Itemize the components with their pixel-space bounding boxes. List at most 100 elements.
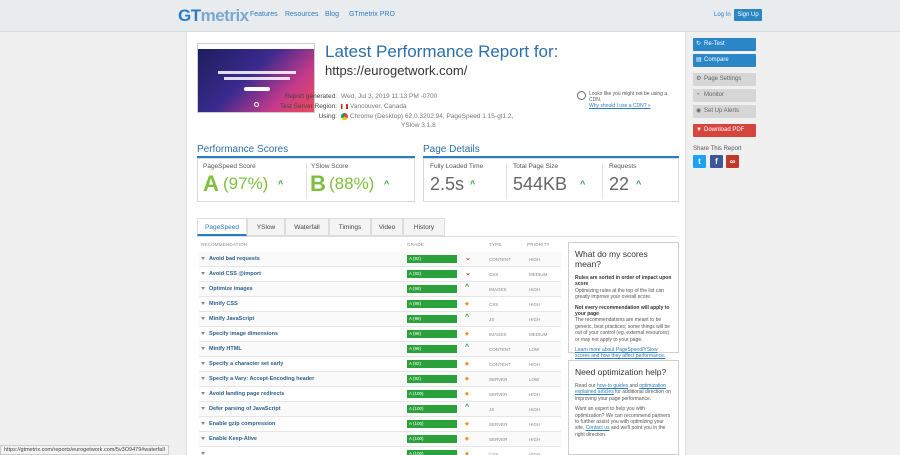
grade-bar: A (100) <box>407 450 457 455</box>
recommendation-name[interactable]: Defer parsing of JavaScript <box>209 406 281 412</box>
share-report-label: Share This Report <box>693 146 742 152</box>
using-value-2: YSlow 3.1.8 <box>401 122 436 129</box>
table-row[interactable]: Specify a character set early A (92) ◆ CONT… <box>199 357 561 372</box>
trend-same-icon: ◆ <box>465 436 469 442</box>
fully-loaded-value: 2.5s <box>430 174 465 194</box>
table-row[interactable]: Minify JavaScript A (98) ^ JS HIGH <box>199 312 561 327</box>
yslow-percent: (88%) <box>329 174 375 193</box>
recommendation-priority: HIGH <box>529 317 541 322</box>
how-to-guides-link[interactable]: how-to guides <box>596 383 629 389</box>
recommendation-priority: HIGH <box>529 422 541 427</box>
recommendation-type: SERVER <box>489 437 508 442</box>
set-up-alerts-button[interactable]: ◉ Set Up Alerts <box>693 105 756 118</box>
contact-us-link[interactable]: Contact us <box>585 425 610 432</box>
table-row[interactable]: Enable gzip compression A (100) ◆ SERVER HIG… <box>199 417 561 432</box>
yslow-grade: B <box>310 171 326 196</box>
table-row[interactable]: Avoid CSS @import A (92) ⌄ CSS MEDIUM <box>199 267 561 282</box>
grade-bar: A (98) <box>407 315 457 323</box>
caret-down-icon <box>201 362 205 365</box>
recommendation-name[interactable]: Enable gzip compression <box>209 421 276 427</box>
table-row[interactable]: Minify CSS A (98) ◆ CSS HIGH <box>199 297 561 312</box>
recommendation-name[interactable]: Minify HTML <box>209 346 242 352</box>
grade-bar: A (92) <box>407 270 457 278</box>
recommendation-name[interactable]: Enable Keep-Alive <box>209 436 257 442</box>
download-pdf-button[interactable]: ▼ Download PDF <box>693 124 756 137</box>
signup-button[interactable]: Sign Up <box>734 9 762 21</box>
grade-bar: A (92) <box>407 255 457 263</box>
learn-more-link[interactable]: Learn more about PageSpeed/YSlow scores … <box>575 347 666 360</box>
grade-bar: A (100) <box>407 435 457 443</box>
size-up-arrow-icon: ^ <box>580 179 586 189</box>
alerts-label: Set Up Alerts <box>704 108 740 114</box>
caret-down-icon <box>201 407 205 410</box>
recommendation-type: SERVER <box>489 392 508 397</box>
optimization-help-title: Need optimization help? <box>575 367 667 377</box>
page-settings-button[interactable]: ⚙ Page Settings <box>693 73 756 86</box>
recommendation-name[interactable]: Avoid CSS @import <box>209 271 261 277</box>
recommendation-name[interactable]: Avoid bad requests <box>209 256 260 262</box>
recommendation-name[interactable]: Optimize images <box>209 286 253 292</box>
recommendation-name[interactable]: Minify JavaScript <box>209 316 255 322</box>
tab-yslow[interactable]: YSlow <box>247 218 285 236</box>
caret-down-icon <box>201 317 205 320</box>
nav-features[interactable]: Features <box>250 11 278 18</box>
tab-waterfall[interactable]: Waterfall <box>285 218 329 236</box>
caret-down-icon <box>201 287 205 290</box>
tab-history[interactable]: History <box>403 218 445 236</box>
table-row[interactable]: Specify image dimensions A (98) ◆ IMAGES MED… <box>199 327 561 342</box>
grade-bar: A (92) <box>407 375 457 383</box>
compare-button[interactable]: ▤ Compare <box>693 54 756 67</box>
recommendation-type: CONTENT <box>489 362 511 367</box>
table-row[interactable]: A (100) ◆ CSS HIGH <box>199 447 561 455</box>
login-link[interactable]: Log In <box>714 12 731 18</box>
table-row[interactable]: Avoid bad requests A (92) ⌄ CONTENT HIGH <box>199 252 561 267</box>
recommendation-type: JS <box>489 317 495 322</box>
table-row[interactable]: Enable Keep-Alive A (100) ◆ SERVER HIGH <box>199 432 561 447</box>
table-row[interactable]: Defer parsing of JavaScript A (100) ^ JS HIG… <box>199 402 561 417</box>
report-url[interactable]: https://eurogetwork.com/ <box>325 63 468 78</box>
recommendation-type: IMAGES <box>489 287 507 292</box>
optimization-explained-link[interactable]: optimization explained articles <box>575 383 666 396</box>
tab-timings[interactable]: Timings <box>329 218 371 236</box>
tab-pagespeed[interactable]: PageSpeed <box>197 218 247 236</box>
gtmetrix-logo[interactable]: GTmetrix <box>178 6 249 26</box>
recommendation-priority: MEDIUM <box>529 332 548 337</box>
recommendation-name[interactable]: Specify image dimensions <box>209 331 279 337</box>
monitor-button[interactable]: ◔ Monitor <box>693 89 756 102</box>
tab-video[interactable]: Video <box>371 218 403 236</box>
generated-label: Report generated: <box>284 93 337 100</box>
recommendation-type: CSS <box>489 272 499 277</box>
monitor-icon: ◔ <box>696 92 700 98</box>
link-share-icon[interactable]: ∞ <box>726 155 739 168</box>
recommendation-name[interactable]: Specify a Vary: Accept-Encoding header <box>209 376 315 382</box>
trend-down-icon: ⌄ <box>465 270 471 277</box>
recommendation-name[interactable]: Minify CSS <box>209 301 238 307</box>
recommendation-priority: MEDIUM <box>529 272 548 277</box>
table-row[interactable]: Optimize images A (98) ^ IMAGES HIGH <box>199 282 561 297</box>
table-row[interactable]: Avoid landing page redirects A (100) ◆ SERV… <box>199 387 561 402</box>
grade-bar: A (98) <box>407 330 457 338</box>
trend-same-icon: ◆ <box>465 421 469 427</box>
requests-up-arrow-icon: ^ <box>636 179 642 189</box>
cdn-link[interactable]: Why should I use a CDN? » <box>589 103 651 109</box>
nav-blog[interactable]: Blog <box>325 11 340 18</box>
facebook-share-icon[interactable]: f <box>710 155 723 168</box>
trend-same-icon: ◆ <box>465 451 469 455</box>
recommendation-name[interactable]: Avoid landing page redirects <box>209 391 285 397</box>
grade-bar: A (100) <box>407 390 457 398</box>
scores-meaning-title: What do my scores mean? <box>575 249 648 269</box>
chrome-icon <box>341 113 348 120</box>
nav-resources[interactable]: Resources <box>285 11 319 18</box>
recommendation-type: CONTENT <box>489 257 511 262</box>
grade-bar: A (100) <box>407 405 457 413</box>
table-row[interactable]: Minify HTML A (99) ^ CONTENT LOW <box>199 342 561 357</box>
retest-button[interactable]: ↻ Re-Test <box>693 38 756 51</box>
recommendation-name[interactable]: Specify a character set early <box>209 361 284 367</box>
nav-gtmetrix-pro[interactable]: GTmetrix PRO <box>349 11 395 18</box>
table-row[interactable]: Specify a Vary: Accept-Encoding header A … <box>199 372 561 387</box>
col-priority: PRIORITY <box>527 242 550 247</box>
grade-bar: A (98) <box>407 285 457 293</box>
details-divider-2 <box>602 163 603 199</box>
twitter-share-icon[interactable]: t <box>693 155 706 168</box>
scores-meaning-link-wrap: Learn more about PageSpeed/YSlow scores … <box>575 347 672 360</box>
